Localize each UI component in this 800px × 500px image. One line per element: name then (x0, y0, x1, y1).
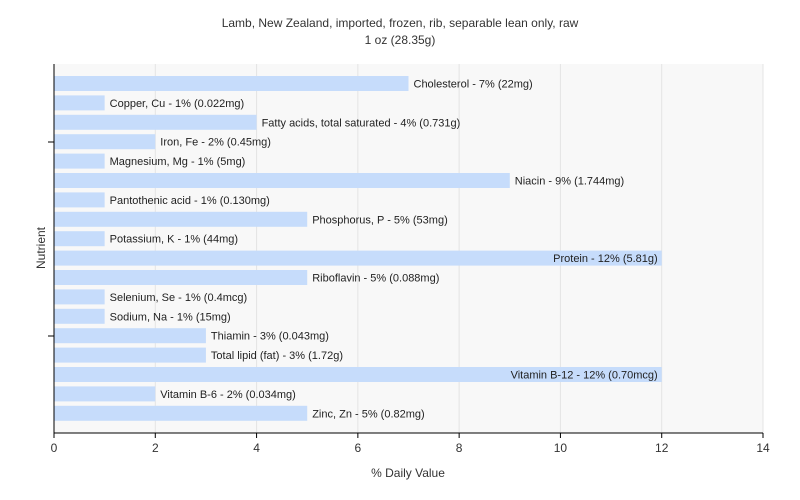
bar-label: Thiamin - 3% (0.043mg) (211, 331, 329, 343)
y-axis-label: Nutrient (34, 226, 48, 269)
axes: 0 2 4 6 8 10 12 14 (48, 64, 770, 455)
bar-label: Total lipid (fat) - 3% (1.72g) (211, 350, 343, 362)
bar-label: Vitamin B-6 - 2% (0.034mg) (160, 389, 296, 401)
bar-label: Vitamin B-12 - 12% (0.70mcg) (511, 370, 658, 382)
bar (54, 76, 409, 91)
bar-label: Pantothenic acid - 1% (0.130mg) (110, 195, 270, 207)
x-tick-label: 6 (355, 441, 362, 455)
x-axis-label: % Daily Value (371, 466, 445, 480)
bar (54, 95, 105, 111)
chart-title: Lamb, New Zealand, imported, frozen, rib… (222, 16, 579, 30)
bar (54, 308, 105, 324)
bar-label: Zinc, Zn - 5% (0.82mg) (312, 408, 424, 420)
bar-label: Copper, Cu - 1% (0.022mg) (110, 98, 245, 110)
x-tick-label: 8 (456, 441, 463, 455)
bar (54, 173, 510, 188)
bar (54, 231, 105, 247)
bar-label: Selenium, Se - 1% (0.4mcg) (110, 292, 248, 304)
bar (54, 153, 105, 169)
bar-label: Iron, Fe - 2% (0.45mg) (160, 137, 271, 149)
x-tick-label: 14 (756, 441, 770, 455)
bar (54, 134, 156, 150)
x-tick-label: 0 (51, 441, 58, 455)
bars: Cholesterol - 7% (22mg) Copper, Cu - 1% (… (54, 76, 662, 421)
chart-subtitle: 1 oz (28.35g) (365, 33, 436, 47)
bar (54, 250, 662, 266)
bar-label: Cholesterol - 7% (22mg) (414, 79, 533, 91)
bar-label: Phosphorus, P - 5% (53mg) (312, 214, 448, 226)
bar (54, 386, 156, 402)
bar (54, 270, 308, 285)
bar (54, 192, 105, 208)
x-tick-label: 10 (554, 441, 568, 455)
bar-label: Niacin - 9% (1.744mg) (515, 176, 624, 188)
x-tick-label: 2 (152, 441, 159, 455)
x-tick-label: 12 (655, 441, 669, 455)
bar-label: Magnesium, Mg - 1% (5mg) (110, 156, 246, 168)
bar (54, 367, 662, 382)
bar (54, 114, 257, 130)
bar (54, 328, 206, 344)
bar (54, 405, 308, 421)
bar (54, 347, 206, 363)
x-tick-label: 4 (253, 441, 260, 455)
bar (54, 289, 105, 305)
bar-label: Fatty acids, total saturated - 4% (0.731… (262, 117, 461, 129)
bar-label: Protein - 12% (5.81g) (553, 253, 658, 265)
bar-label: Potassium, K - 1% (44mg) (110, 234, 238, 246)
bar-label: Sodium, Na - 1% (15mg) (110, 311, 231, 323)
bar (54, 211, 308, 227)
bar-label: Riboflavin - 5% (0.088mg) (312, 273, 439, 285)
